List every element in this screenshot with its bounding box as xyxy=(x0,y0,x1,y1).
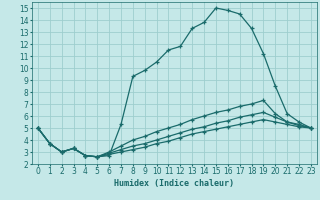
X-axis label: Humidex (Indice chaleur): Humidex (Indice chaleur) xyxy=(115,179,234,188)
